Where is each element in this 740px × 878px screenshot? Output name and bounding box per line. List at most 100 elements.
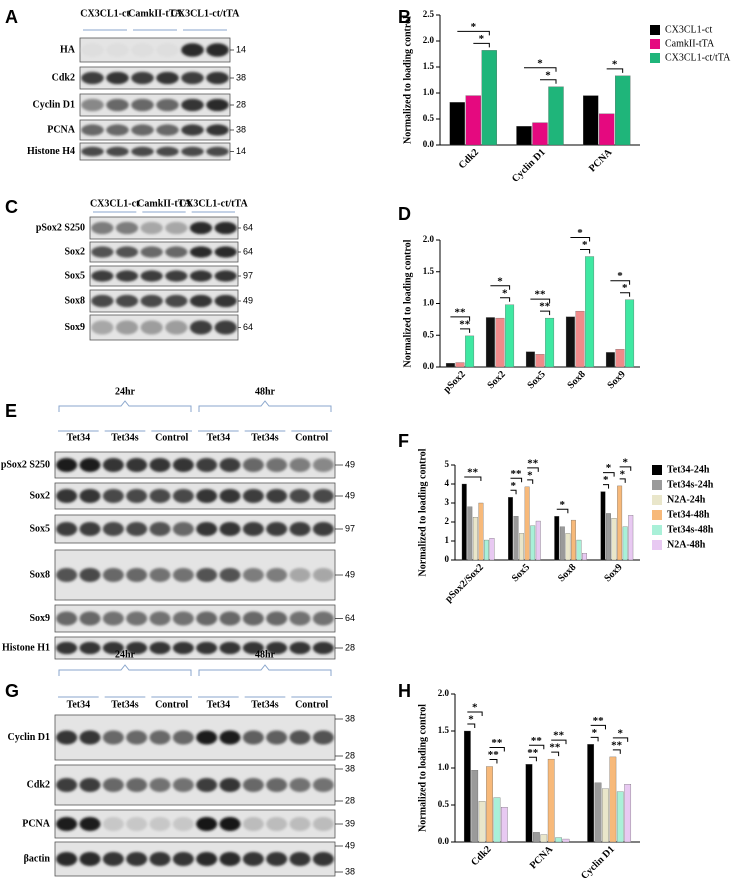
- row-label: Cdk2: [52, 72, 75, 83]
- blot-band: [81, 71, 104, 85]
- row-label: pSox2 S250: [1, 459, 50, 470]
- significance-label: *: [497, 275, 503, 287]
- blot-band: [312, 852, 334, 866]
- blot-band: [289, 568, 311, 582]
- blot-band: [149, 458, 171, 472]
- blot-band: [140, 320, 163, 335]
- blot-band: [126, 641, 148, 655]
- group-label: Tet34: [207, 699, 231, 710]
- blot-band: [219, 568, 241, 582]
- blot-strip: [54, 604, 336, 633]
- bar: [516, 126, 532, 146]
- significance-bracket: [606, 68, 624, 73]
- significance-bracket: [619, 478, 626, 483]
- blot-strip: [79, 37, 231, 63]
- blot-band: [206, 98, 229, 112]
- x-tick-label: pSox2: [441, 369, 467, 395]
- blot-band: [242, 778, 264, 792]
- group-label: Control: [295, 432, 328, 443]
- x-tick-label: Sox5: [525, 369, 547, 391]
- blot-band: [242, 641, 264, 655]
- blot-band: [156, 124, 179, 136]
- blot-band: [266, 730, 288, 745]
- significance-bracket: [556, 508, 569, 514]
- blot-band: [140, 270, 163, 282]
- significance-label: *: [622, 456, 628, 468]
- legend-swatch: [652, 540, 662, 550]
- blot-band: [242, 489, 264, 503]
- legend-label: CX3CL1-ct: [665, 24, 712, 35]
- significance-bracket: [460, 328, 471, 333]
- y-tick-label: 1.5: [423, 266, 435, 276]
- group-label: CX3CL1-ct: [80, 8, 130, 19]
- panel-letter: D: [398, 204, 411, 224]
- bar: [616, 791, 624, 843]
- bar: [615, 75, 631, 146]
- mw-marker: 64: [345, 613, 355, 623]
- y-tick-label: 0.5: [438, 799, 450, 809]
- blot-band: [126, 778, 148, 792]
- blot-band: [181, 71, 204, 85]
- panel-letter: A: [5, 7, 18, 27]
- significance-bracket: [590, 736, 599, 742]
- blot-band: [266, 817, 288, 831]
- bar: [535, 354, 545, 368]
- blot-band: [189, 270, 213, 282]
- mw-marker: 64: [243, 322, 253, 332]
- blot-band: [149, 817, 171, 831]
- blot-band: [266, 489, 288, 503]
- significance-bracket: [529, 744, 545, 750]
- y-tick-label: 0.0: [438, 836, 450, 846]
- bar: [505, 304, 515, 368]
- bar: [493, 797, 501, 843]
- blot-band: [106, 71, 129, 85]
- mw-marker: 49: [345, 490, 355, 500]
- significance-label: *: [606, 462, 612, 474]
- row-label: Sox8: [64, 295, 85, 306]
- x-tick-label: Cdk2: [469, 844, 493, 868]
- blot-band: [165, 294, 188, 308]
- bar: [508, 497, 513, 561]
- bar: [489, 538, 495, 561]
- blot-band: [79, 611, 101, 626]
- significance-label: *: [527, 469, 533, 481]
- significance-bracket: [473, 42, 490, 48]
- bar: [605, 352, 615, 368]
- blot-band: [312, 817, 334, 831]
- group-label: Tet34: [67, 432, 91, 443]
- blot-band: [266, 852, 288, 866]
- bar: [594, 782, 602, 843]
- x-tick-label: Cyclin D1: [510, 147, 548, 185]
- mw-marker: 97: [243, 270, 253, 280]
- blot-band: [156, 98, 179, 112]
- time-label: 24hr: [115, 386, 136, 397]
- blot-band: [79, 817, 101, 831]
- blot-band: [102, 489, 124, 503]
- blot-strip: [54, 549, 336, 601]
- blot-band: [289, 458, 311, 472]
- significance-bracket: [510, 489, 517, 495]
- mw-marker: 14: [236, 44, 246, 54]
- blot-band: [172, 730, 194, 745]
- brace: [198, 400, 332, 412]
- blot-band: [131, 146, 154, 157]
- blot-band: [126, 568, 148, 582]
- mw-marker: 38: [236, 72, 246, 82]
- blot-band: [56, 458, 78, 472]
- blot-band: [81, 146, 104, 157]
- bar: [548, 86, 564, 146]
- legend-swatch: [652, 495, 662, 505]
- mw-marker: 49: [345, 569, 355, 579]
- blot-band: [115, 270, 139, 282]
- significance-label: **: [511, 468, 523, 480]
- mw-marker: 38: [345, 866, 355, 876]
- bar: [513, 516, 519, 561]
- blot-band: [312, 611, 334, 626]
- blot-band: [156, 71, 179, 85]
- blot-band: [196, 458, 218, 472]
- significance-label: *: [618, 727, 624, 739]
- blot-band: [242, 611, 264, 626]
- blot-band: [102, 522, 124, 536]
- blot-band: [79, 852, 101, 866]
- blot-band: [266, 458, 288, 472]
